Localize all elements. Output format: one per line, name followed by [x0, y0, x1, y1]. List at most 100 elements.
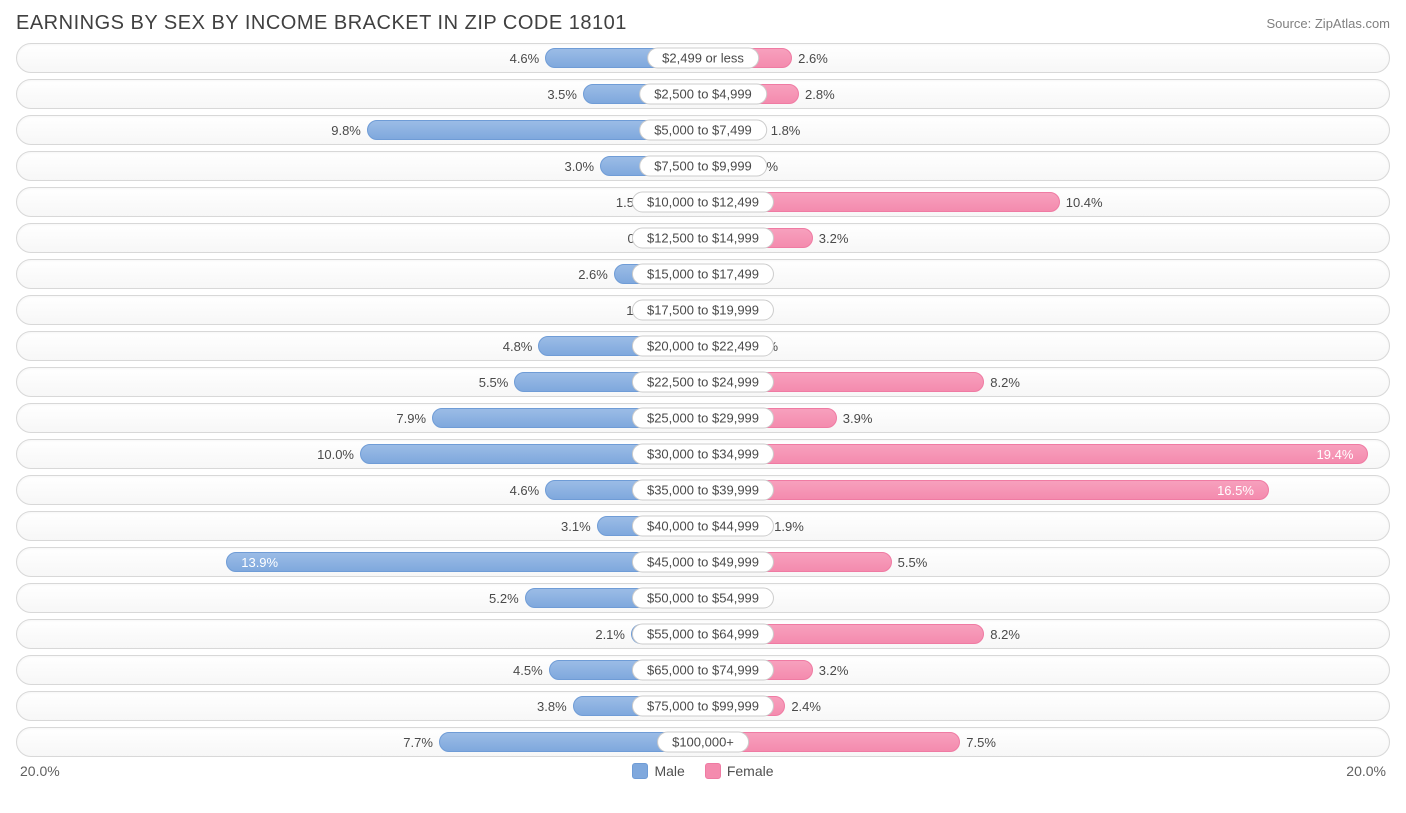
male-half: 1.2% [17, 296, 703, 324]
female-half: 7.5% [703, 728, 1389, 756]
male-half: 3.0% [17, 152, 703, 180]
category-label: $50,000 to $54,999 [632, 588, 774, 609]
female-value-label: 3.2% [813, 231, 855, 246]
male-half: 3.1% [17, 512, 703, 540]
category-label: $35,000 to $39,999 [632, 480, 774, 501]
female-half: 1.9% [703, 512, 1389, 540]
male-half: 10.0% [17, 440, 703, 468]
male-value-label: 10.0% [311, 447, 360, 462]
bar-row: 5.5%8.2%$22,500 to $24,999 [16, 367, 1390, 397]
female-half: 0.61% [703, 260, 1389, 288]
male-half: 0.95% [17, 224, 703, 252]
male-value-label: 3.0% [558, 159, 600, 174]
male-value-label: 2.6% [572, 267, 614, 282]
chart-title: EARNINGS BY SEX BY INCOME BRACKET IN ZIP… [16, 12, 627, 35]
male-half: 4.8% [17, 332, 703, 360]
category-label: $2,500 to $4,999 [639, 84, 767, 105]
category-label: $30,000 to $34,999 [632, 444, 774, 465]
male-half: 9.8% [17, 116, 703, 144]
legend-item-male: Male [632, 763, 684, 779]
male-value-label: 13.9% [235, 555, 284, 570]
male-value-label: 3.5% [541, 87, 583, 102]
male-value-label: 7.9% [390, 411, 432, 426]
female-half: 3.2% [703, 224, 1389, 252]
axis-left-max: 20.0% [20, 763, 60, 779]
axis-right-max: 20.0% [1346, 763, 1386, 779]
male-swatch-icon [632, 763, 648, 779]
male-value-label: 4.6% [504, 483, 546, 498]
male-half: 2.1% [17, 620, 703, 648]
bar-row: 0.95% 3.2% $12,500 to $14,999 [16, 223, 1390, 253]
female-half: 8.2% [703, 620, 1389, 648]
category-label: $45,000 to $49,999 [632, 552, 774, 573]
category-label: $12,500 to $14,999 [632, 228, 774, 249]
female-value-label: 8.2% [984, 375, 1026, 390]
bar-row: 2.6%0.61%$15,000 to $17,499 [16, 259, 1390, 289]
female-value-label: 2.6% [792, 51, 834, 66]
female-half: 1.8% [703, 116, 1389, 144]
category-label: $2,499 or less [647, 48, 759, 69]
male-value-label: 4.8% [497, 339, 539, 354]
female-half: 19.4% [703, 440, 1389, 468]
male-value-label: 5.5% [473, 375, 515, 390]
legend-item-female: Female [705, 763, 774, 779]
female-swatch-icon [705, 763, 721, 779]
female-half: 0.0% [703, 296, 1389, 324]
bar-row: 4.8% 0.94%$20,000 to $22,499 [16, 331, 1390, 361]
bar-row: 3.8%2.4%$75,000 to $99,999 [16, 691, 1390, 721]
female-half: 5.5% [703, 548, 1389, 576]
male-half: 4.5% [17, 656, 703, 684]
bar-row: 2.1% 8.2% $55,000 to $64,999 [16, 619, 1390, 649]
male-value-label: 3.1% [555, 519, 597, 534]
female-half: 16.5% [703, 476, 1389, 504]
bar-row: 4.5% 3.2%$65,000 to $74,999 [16, 655, 1390, 685]
category-label: $75,000 to $99,999 [632, 696, 774, 717]
male-value-label: 3.8% [531, 699, 573, 714]
bar-row: 4.6% 16.5% $35,000 to $39,999 [16, 475, 1390, 505]
bar-row: 10.0% 19.4%$30,000 to $34,999 [16, 439, 1390, 469]
bar-row: 3.5% 2.8% $2,500 to $4,999 [16, 79, 1390, 109]
bar-row: 3.0% 0.94%$7,500 to $9,999 [16, 151, 1390, 181]
female-half: 3.2% [703, 656, 1389, 684]
bar-row: 5.2%0.0%$50,000 to $54,999 [16, 583, 1390, 613]
female-half: 3.9% [703, 404, 1389, 432]
legend-female-label: Female [727, 763, 774, 779]
male-value-label: 7.7% [397, 735, 439, 750]
bar-row: 1.5%10.4%$10,000 to $12,499 [16, 187, 1390, 217]
category-label: $65,000 to $74,999 [632, 660, 774, 681]
category-label: $7,500 to $9,999 [639, 156, 767, 177]
category-label: $10,000 to $12,499 [632, 192, 774, 213]
bar-row: 13.9% 5.5%$45,000 to $49,999 [16, 547, 1390, 577]
female-half: 0.94% [703, 332, 1389, 360]
male-value-label: 4.5% [507, 663, 549, 678]
male-half: 4.6% [17, 476, 703, 504]
male-value-label: 4.6% [504, 51, 546, 66]
female-value-label: 1.9% [768, 519, 810, 534]
category-label: $55,000 to $64,999 [632, 624, 774, 645]
male-half: 3.5% [17, 80, 703, 108]
male-half: 2.6% [17, 260, 703, 288]
female-value-label: 7.5% [960, 735, 1002, 750]
male-half: 5.5% [17, 368, 703, 396]
female-half: 0.94% [703, 152, 1389, 180]
bar-row: 9.8%1.8%$5,000 to $7,499 [16, 115, 1390, 145]
female-value-label: 3.9% [837, 411, 879, 426]
female-half: 10.4% [703, 188, 1389, 216]
female-value-label: 8.2% [984, 627, 1026, 642]
female-half: 2.8% [703, 80, 1389, 108]
category-label: $17,500 to $19,999 [632, 300, 774, 321]
legend-male-label: Male [654, 763, 684, 779]
female-value-label: 16.5% [1211, 483, 1260, 498]
chart-source: Source: ZipAtlas.com [1266, 16, 1390, 31]
category-label: $25,000 to $29,999 [632, 408, 774, 429]
category-label: $40,000 to $44,999 [632, 516, 774, 537]
male-half: 7.9% [17, 404, 703, 432]
female-bar: 19.4% [703, 444, 1368, 464]
bar-row: 4.6% 2.6% $2,499 or less [16, 43, 1390, 73]
category-label: $20,000 to $22,499 [632, 336, 774, 357]
male-value-label: 9.8% [325, 123, 367, 138]
female-value-label: 1.8% [765, 123, 807, 138]
chart-header: EARNINGS BY SEX BY INCOME BRACKET IN ZIP… [16, 12, 1390, 35]
legend: Male Female [632, 763, 773, 779]
female-value-label: 2.8% [799, 87, 841, 102]
